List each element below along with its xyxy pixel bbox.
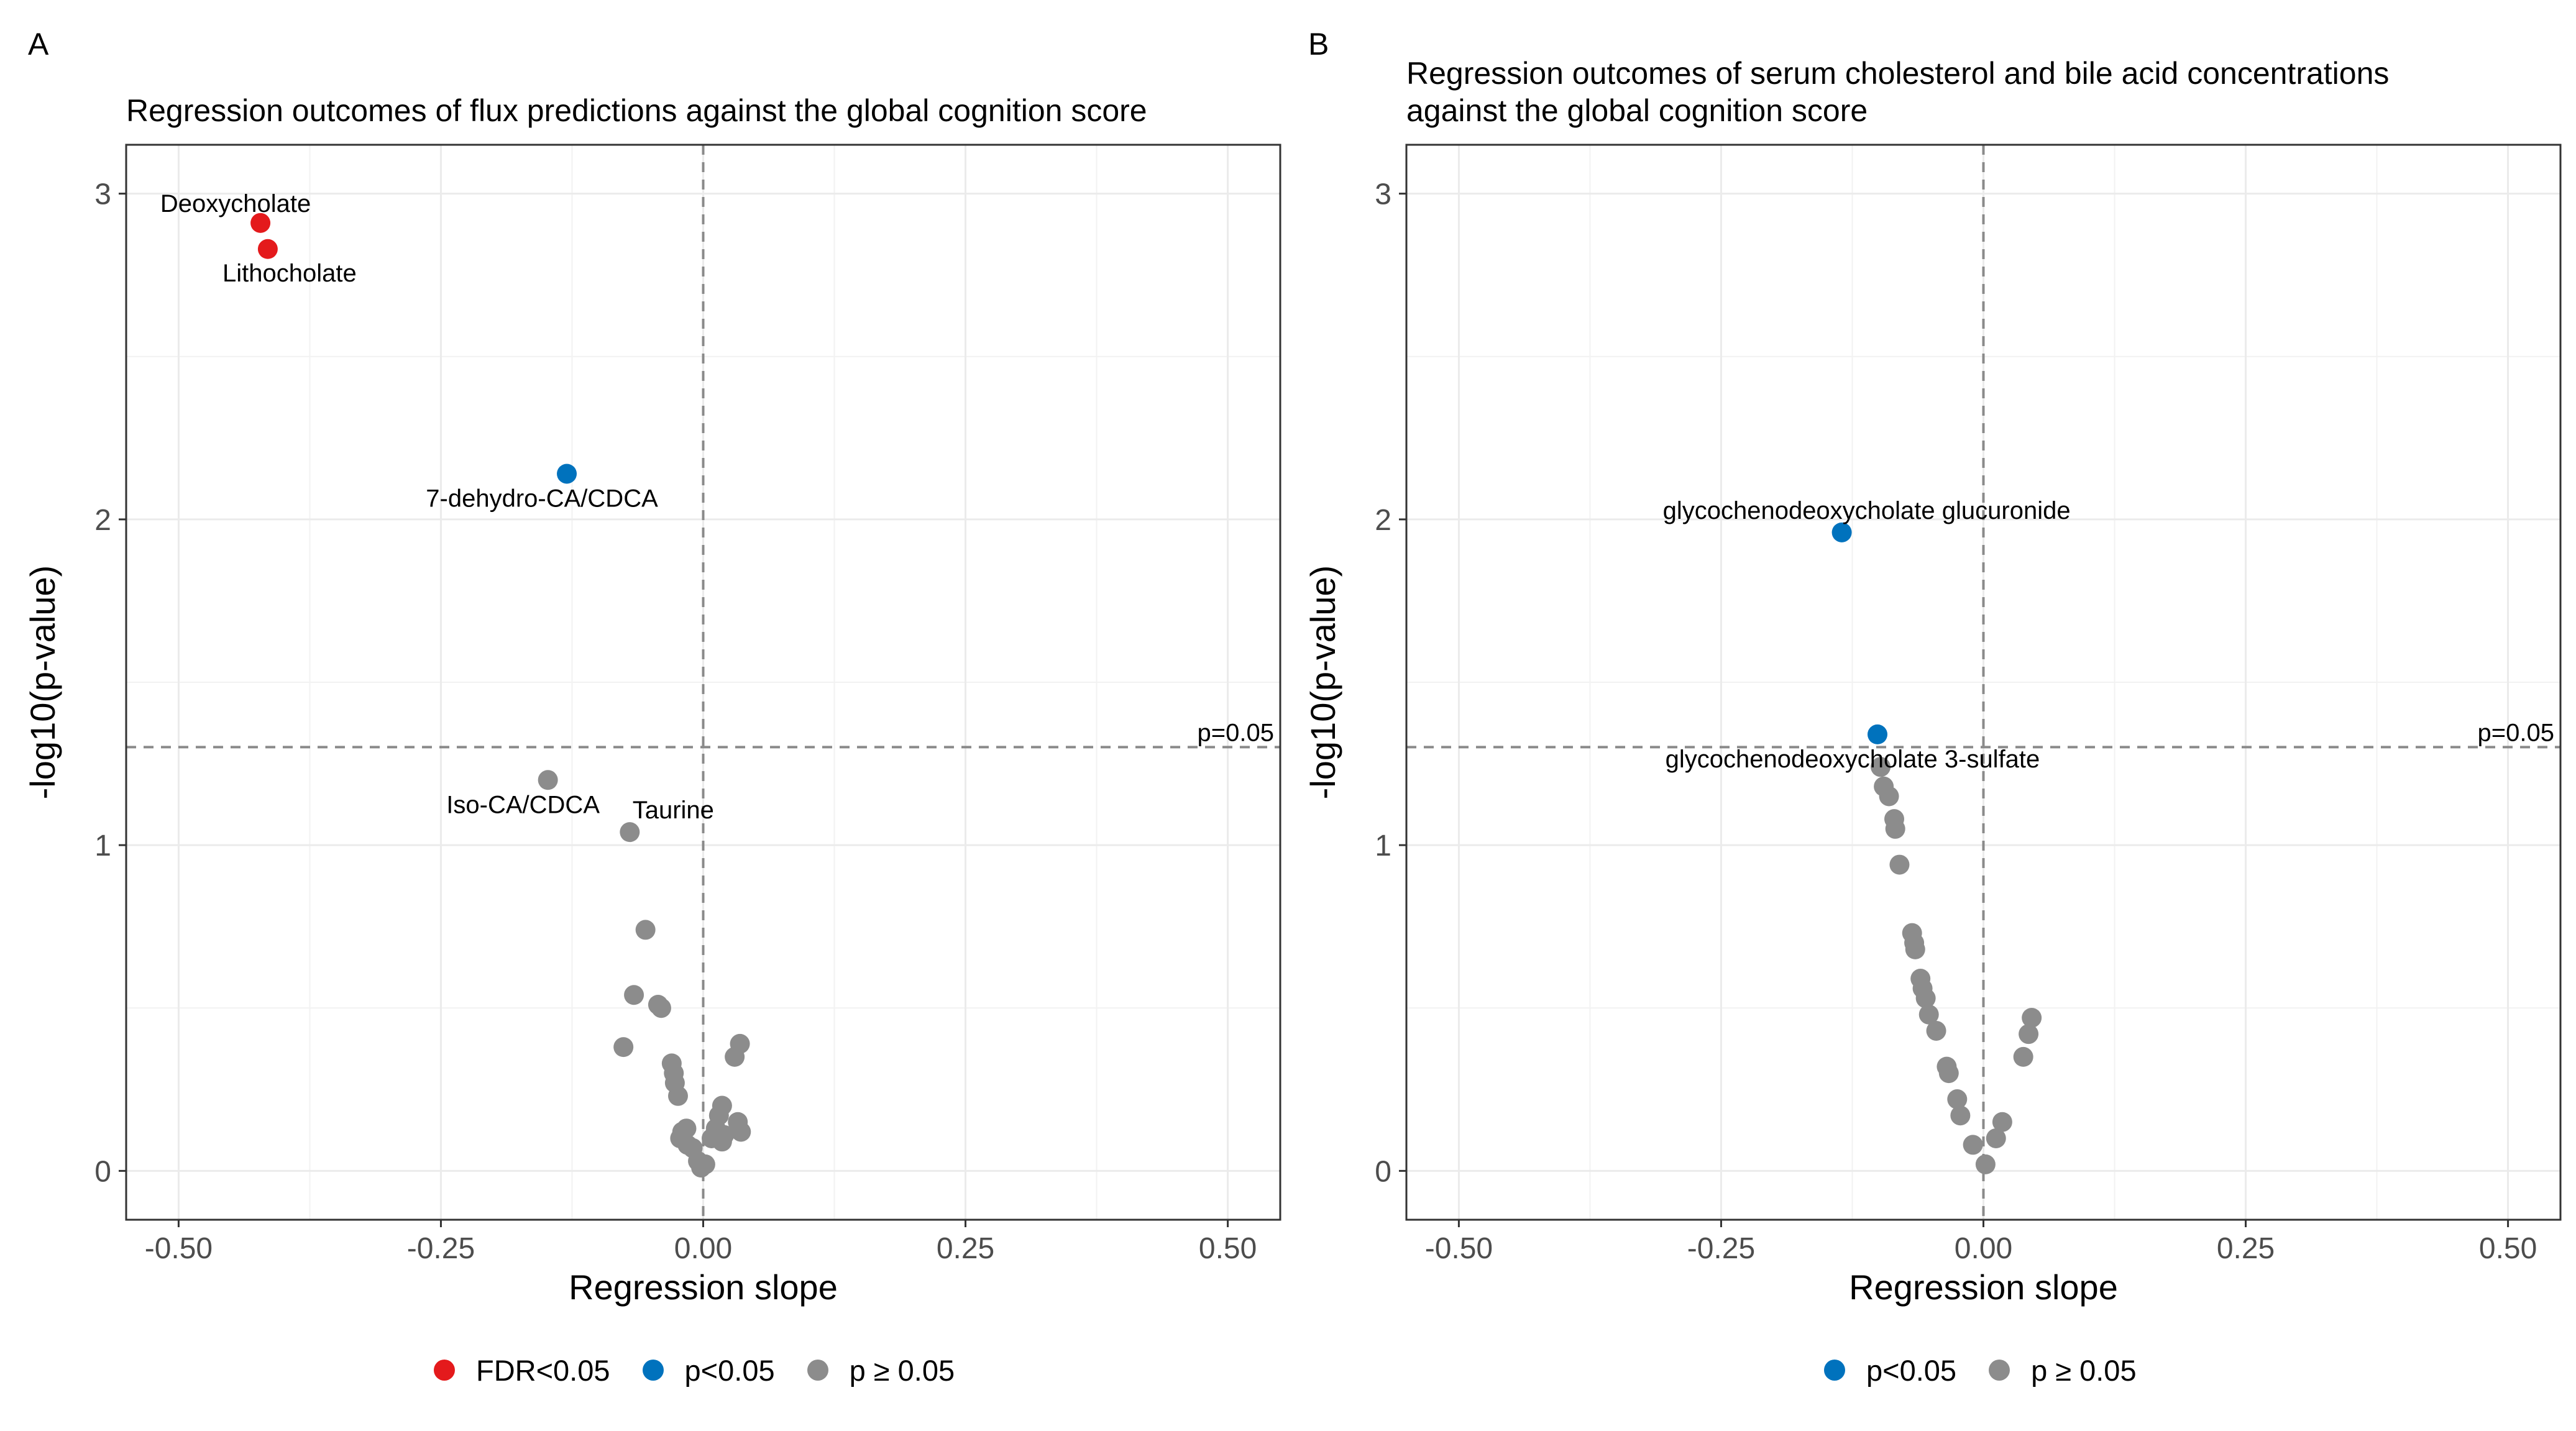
significance-line-label-b: p=0.05 xyxy=(2478,719,2554,746)
data-point-a xyxy=(250,213,271,233)
data-point-b xyxy=(1905,939,1925,959)
data-point-a xyxy=(620,822,640,843)
data-point-b xyxy=(1975,1154,1996,1174)
x-tick-label-b: 0.50 xyxy=(2479,1232,2537,1265)
legend-item: p ≥ 0.05 xyxy=(1989,1353,2137,1388)
panel-letter-b: B xyxy=(1308,27,1329,62)
point-label-a: Taurine xyxy=(633,797,714,824)
data-point-a xyxy=(651,998,671,1018)
legend-label: p ≥ 0.05 xyxy=(2031,1353,2137,1387)
y-axis-label-b: -log10(p-value) xyxy=(1303,565,1342,800)
data-point-b xyxy=(1963,1135,1983,1155)
data-point-a xyxy=(613,1037,634,1058)
y-tick-label-a: 2 xyxy=(94,504,111,537)
legend-item: p<0.05 xyxy=(642,1353,775,1388)
x-axis-label-a: Regression slope xyxy=(569,1268,838,1307)
y-tick-label-b: 0 xyxy=(1375,1155,1391,1188)
legend-b: p<0.05 p ≥ 0.05 xyxy=(1824,1345,2169,1395)
legend-label: p<0.05 xyxy=(1866,1353,1957,1387)
y-tick-label-b: 2 xyxy=(1375,504,1391,537)
x-tick-label-a: 0.25 xyxy=(937,1232,994,1265)
data-point-b xyxy=(1938,1063,1959,1084)
data-point-b xyxy=(1947,1089,1968,1110)
data-point-b xyxy=(1871,757,1891,777)
legend-item: p<0.05 xyxy=(1824,1353,1956,1388)
x-tick-label-a: 0.50 xyxy=(1199,1232,1257,1265)
point-label-b: glycochenodeoxycholate glucuronide xyxy=(1663,497,2071,524)
legend-swatch xyxy=(434,1360,455,1381)
x-tick-label-b: -0.25 xyxy=(1687,1232,1755,1265)
y-axis-label-a: -log10(p-value) xyxy=(23,565,62,800)
data-point-a xyxy=(635,920,656,940)
x-tick-label-b: 0.25 xyxy=(2217,1232,2275,1265)
data-point-a xyxy=(624,985,644,1005)
y-tick-label-a: 1 xyxy=(94,830,111,862)
point-label-a: Lithocholate xyxy=(222,260,357,287)
data-point-a xyxy=(557,464,577,484)
x-tick-label-a: -0.50 xyxy=(145,1232,213,1265)
y-tick-label-a: 3 xyxy=(94,178,111,211)
legend-swatch xyxy=(642,1360,664,1381)
data-point-b xyxy=(1889,854,1910,875)
legend-label: p<0.05 xyxy=(684,1353,775,1387)
data-point-b xyxy=(1992,1112,2012,1132)
y-tick-label-b: 1 xyxy=(1375,830,1391,862)
x-tick-label-b: 0.00 xyxy=(1955,1232,2012,1265)
legend-label: FDR<0.05 xyxy=(476,1353,610,1387)
legend-swatch xyxy=(807,1360,828,1381)
data-point-b xyxy=(1926,1020,1946,1041)
data-point-a xyxy=(712,1132,732,1152)
data-point-a xyxy=(712,1095,732,1116)
data-point-b xyxy=(1879,786,1899,807)
data-point-a xyxy=(257,239,278,259)
significance-line-label-a: p=0.05 xyxy=(1198,719,1274,746)
legend-a: FDR<0.05 p<0.05 p ≥ 0.05 xyxy=(434,1345,987,1395)
point-label-a: 7-dehydro-CA/CDCA xyxy=(426,485,658,512)
data-point-b xyxy=(1915,988,1936,1008)
data-point-a xyxy=(730,1033,750,1054)
point-label-b: glycochenodeoxycholate 3-sulfate xyxy=(1666,746,2040,773)
legend-swatch xyxy=(1824,1360,1845,1381)
data-point-b xyxy=(1986,1128,2006,1148)
x-axis-label-b: Regression slope xyxy=(1849,1268,2118,1307)
data-point-a xyxy=(695,1154,715,1174)
data-point-a xyxy=(731,1122,751,1142)
legend-item: p ≥ 0.05 xyxy=(807,1353,955,1388)
chart-title-b: Regression outcomes of serum cholesterol… xyxy=(1406,56,2390,128)
y-tick-label-b: 3 xyxy=(1375,178,1391,211)
legend-label: p ≥ 0.05 xyxy=(849,1353,955,1387)
y-tick-label-a: 0 xyxy=(94,1155,111,1188)
legend-item: FDR<0.05 xyxy=(434,1353,610,1388)
point-label-a: Iso-CA/CDCA xyxy=(446,791,600,818)
legend-swatch xyxy=(1989,1360,2010,1381)
data-point-b xyxy=(2019,1024,2039,1045)
data-point-a xyxy=(667,1086,688,1106)
point-label-a: Deoxycholate xyxy=(160,190,311,217)
data-point-b xyxy=(1885,818,1905,839)
data-point-a xyxy=(538,770,558,790)
panel-letter-a: A xyxy=(28,27,49,62)
data-point-b xyxy=(2022,1007,2042,1028)
data-point-b xyxy=(1950,1105,1971,1126)
data-point-b xyxy=(1867,724,1887,744)
x-tick-label-a: 0.00 xyxy=(674,1232,732,1265)
x-tick-label-b: -0.50 xyxy=(1425,1232,1493,1265)
chart-title-a: Regression outcomes of flux predictions … xyxy=(126,93,1147,128)
data-point-b xyxy=(1918,1004,1939,1025)
x-tick-label-a: -0.25 xyxy=(407,1232,475,1265)
data-point-b xyxy=(1831,522,1852,542)
data-point-b xyxy=(2013,1046,2033,1067)
